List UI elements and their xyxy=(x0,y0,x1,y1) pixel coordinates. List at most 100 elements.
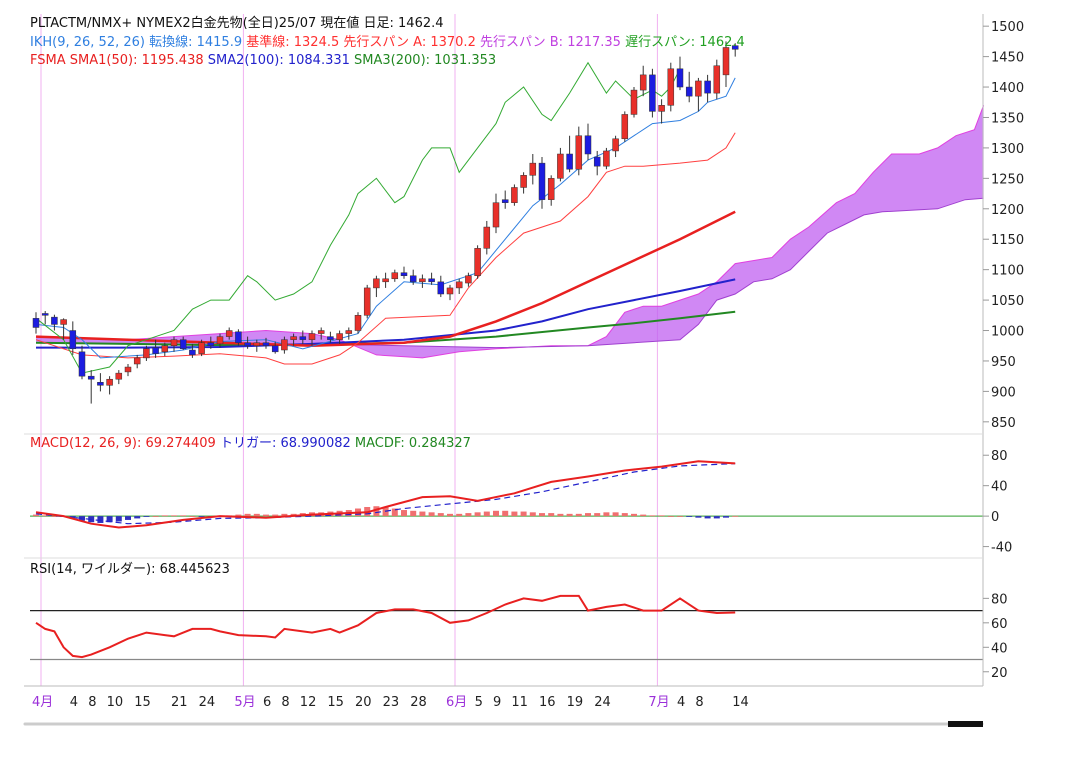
macd-histogram-bar xyxy=(125,516,131,520)
scrollbar-thumb[interactable] xyxy=(948,721,983,727)
macd-histogram-bar xyxy=(79,516,85,521)
price-tick-label: 850 xyxy=(991,416,1016,431)
candle-body xyxy=(253,342,261,346)
candle-body xyxy=(198,342,205,354)
macd-histogram-bar xyxy=(171,515,177,517)
candle-body xyxy=(520,175,527,188)
macd-histogram-bar xyxy=(529,512,536,517)
candle-body xyxy=(649,74,656,112)
ichimoku-cloud xyxy=(35,105,985,359)
span-b-legend: 先行スパン B: 1217.35 xyxy=(479,35,621,50)
candle-body xyxy=(713,65,721,94)
candle-body xyxy=(437,281,445,295)
macd-histogram-bar xyxy=(548,513,555,517)
candle-body xyxy=(603,150,610,167)
macd-histogram-bar xyxy=(686,516,693,517)
macd-histogram-bar xyxy=(134,516,141,519)
macd-histogram-bar xyxy=(42,515,49,517)
price-tick-label: 1250 xyxy=(991,172,1024,187)
scrollbar[interactable] xyxy=(23,721,984,727)
candle-body xyxy=(511,187,518,203)
price-tick-label: 1100 xyxy=(991,264,1024,279)
macd-histogram-bar xyxy=(180,515,187,517)
candle-body xyxy=(97,382,104,386)
x-tick-label: 14 xyxy=(732,695,749,710)
price-tick-label: 1150 xyxy=(991,233,1024,248)
macd-histogram-bar xyxy=(502,510,509,517)
candle-body xyxy=(621,114,629,140)
macd-histogram-bar xyxy=(281,513,288,517)
macd-histogram-bar xyxy=(235,514,242,517)
candle-body xyxy=(593,156,601,167)
macd-histogram-bar xyxy=(143,516,150,517)
macd-histogram-bar xyxy=(539,513,545,517)
candle-body xyxy=(557,153,564,179)
macd-histogram-bar xyxy=(272,514,279,517)
rsi-panel xyxy=(30,594,983,661)
candle-body xyxy=(271,345,279,353)
rsi-line xyxy=(35,594,736,659)
macd-histogram-bar xyxy=(419,511,426,517)
x-tick-label: 11 xyxy=(511,695,528,710)
macd-histogram-bar xyxy=(575,513,582,517)
x-month-label: 5月 xyxy=(234,695,255,710)
candle-body xyxy=(179,339,187,350)
macd-histogram-bar xyxy=(391,508,398,517)
candle-body xyxy=(400,272,408,276)
macd-histogram-bar xyxy=(198,516,205,517)
candle-body xyxy=(639,74,647,91)
candle-body xyxy=(189,349,196,356)
x-tick-label: 4 xyxy=(70,695,78,710)
candle-body xyxy=(317,330,325,334)
macd-histogram-bar xyxy=(437,513,444,517)
candle-body xyxy=(667,68,675,106)
candle-body xyxy=(262,342,270,346)
macd-line xyxy=(35,460,736,529)
title-line: PLTACTM/NMX+ NYMEX2白金先物(全日)25/07 現在値 日足:… xyxy=(30,16,444,31)
candle-body xyxy=(529,162,537,176)
x-tick-label: 23 xyxy=(383,695,400,710)
price-tick-label: 950 xyxy=(991,355,1016,370)
ikh-legend: IKH(9, 26, 52, 26) 転換線: 1415.9 基準線: 1324… xyxy=(30,35,745,51)
candle-body xyxy=(69,330,77,350)
x-month-label: 4月 xyxy=(32,695,53,710)
x-tick-label: 9 xyxy=(493,695,501,710)
price-tick-label: 1400 xyxy=(991,81,1024,96)
rsi-legend: RSI(14, ワイルダー): 68.445623 xyxy=(30,562,230,577)
candle-body xyxy=(281,339,288,351)
candle-body xyxy=(685,86,693,97)
candle-body xyxy=(382,278,389,283)
candle-body xyxy=(78,351,86,377)
candle-body xyxy=(612,138,619,152)
macd-histogram-bar xyxy=(401,510,407,517)
candle-body xyxy=(731,45,739,50)
candle-body xyxy=(483,226,491,249)
x-tick-label: 5 xyxy=(475,695,483,710)
macd-histogram-bar xyxy=(428,512,435,517)
x-tick-label: 21 xyxy=(171,695,188,710)
sma3-legend: SMA3(200): 1031.353 xyxy=(354,53,497,68)
sma1-legend: SMA1(50): 1195.438 xyxy=(69,53,204,68)
candle-body xyxy=(60,319,67,325)
macd-panel xyxy=(30,460,983,529)
macd-tick-label: 0 xyxy=(991,510,999,525)
macd-histogram-bar xyxy=(69,516,76,519)
macd-histogram-bar xyxy=(511,511,518,517)
x-tick-label: 8 xyxy=(281,695,289,710)
macd-histogram-bar xyxy=(465,513,472,517)
rsi-tick-label: 20 xyxy=(991,666,1008,681)
candle-body xyxy=(244,342,251,346)
candle-body xyxy=(345,330,353,334)
fsma-legend: FSMA SMA1(50): 1195.438 SMA2(100): 1084.… xyxy=(30,53,496,69)
chikou-line xyxy=(35,61,681,374)
candle-body xyxy=(32,318,40,328)
macd-histogram-bar xyxy=(640,514,647,517)
candle-body xyxy=(161,345,169,353)
candle-body xyxy=(658,105,665,112)
candle-body xyxy=(547,178,555,200)
price-tick-label: 1350 xyxy=(991,111,1024,126)
candle-body xyxy=(409,275,417,283)
macdf-value: MACDF: 0.284327 xyxy=(354,436,471,451)
candle-body xyxy=(428,278,435,283)
candle-body xyxy=(133,357,141,365)
